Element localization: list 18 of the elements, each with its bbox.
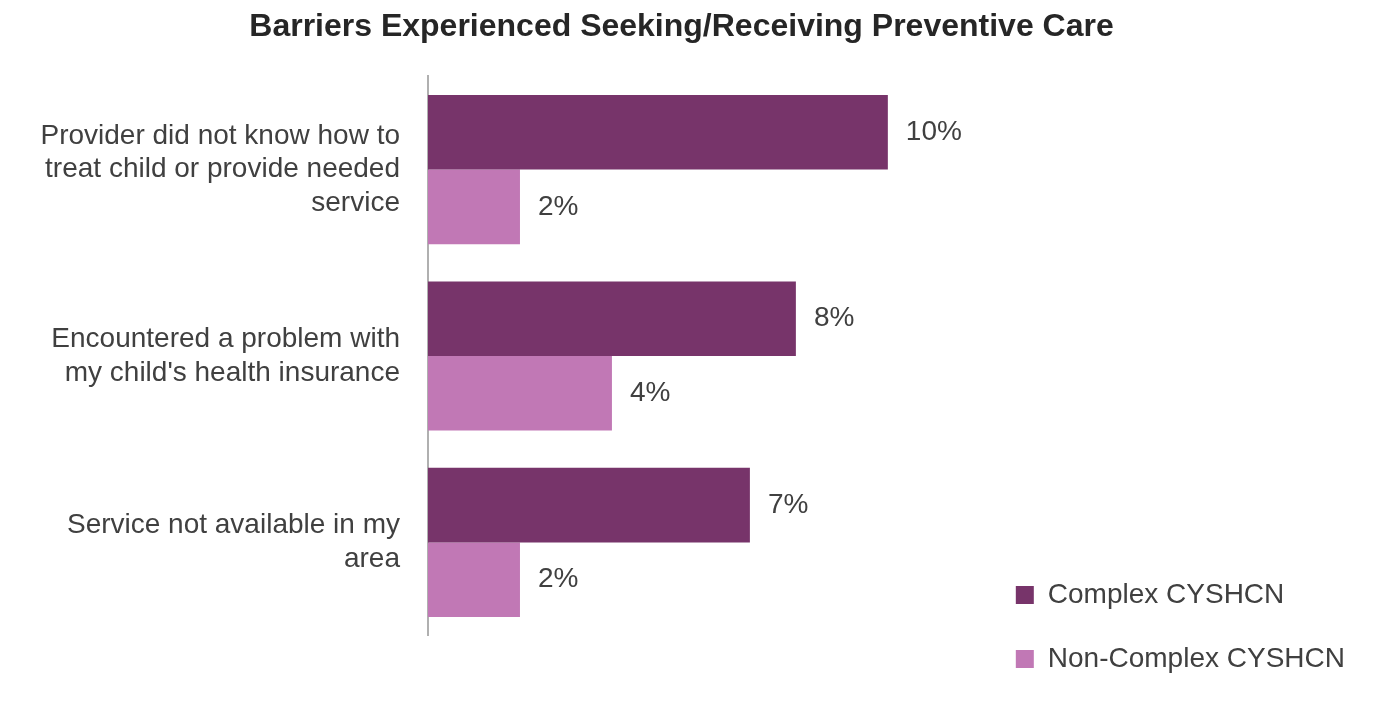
data-label: 10% [905, 115, 962, 147]
legend-label: Non-Complex CYSHCN [1047, 641, 1345, 673]
data-label: 7% [767, 487, 809, 519]
data-label: 2% [537, 562, 579, 594]
legend-label: Complex CYSHCN [1047, 577, 1285, 609]
chart-title: Barriers Experienced Seeking/Receiving Preventive Care [249, 7, 1114, 44]
y-tick-label: Provider did not know how to treat child or provide needed service [40, 118, 400, 217]
bar [428, 169, 520, 245]
bar [428, 95, 888, 170]
data-label: 4% [629, 376, 671, 407]
bar [428, 356, 612, 431]
bar [428, 467, 750, 543]
y-tick-label: Encountered a problem with my child's health insurance [51, 321, 400, 387]
bar [428, 542, 520, 617]
data-label: 2% [537, 189, 579, 221]
bar [428, 281, 796, 356]
y-tick-label: Service not available in my area [66, 508, 401, 573]
data-label: 8% [813, 301, 855, 333]
